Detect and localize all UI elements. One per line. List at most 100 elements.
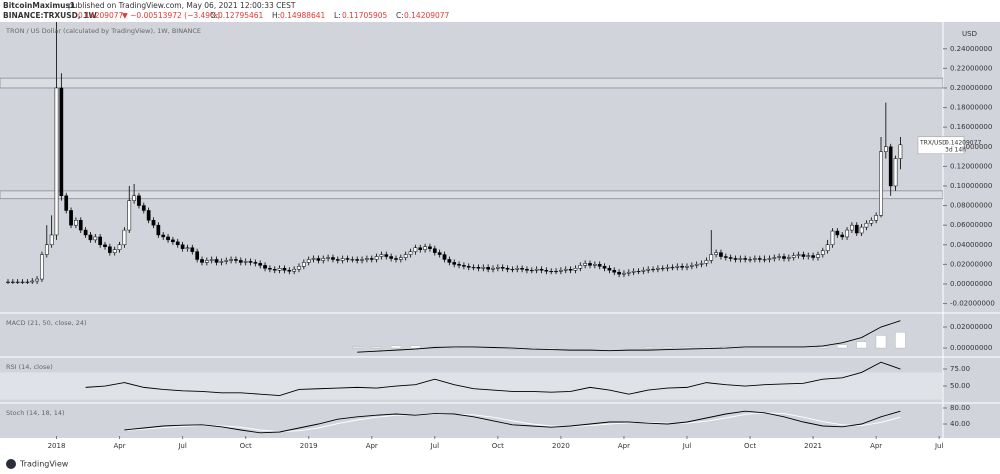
chart-background — [0, 22, 1000, 438]
candle-body — [617, 271, 621, 275]
candle-body — [40, 254, 44, 280]
candle-body — [103, 244, 107, 247]
candle-body — [442, 254, 447, 260]
x-tick-label: 2019 — [300, 442, 318, 450]
y-tick-label: -0.02000000 — [950, 300, 995, 308]
candle-body — [6, 281, 10, 283]
candle-body — [554, 270, 558, 273]
ohlc-label: C: — [396, 11, 404, 20]
candle-body — [636, 270, 641, 273]
candle-body — [127, 200, 132, 231]
candle-body — [646, 269, 651, 271]
y-tick-label: 75.00 — [950, 365, 970, 373]
y-tick-label: 0.12000000 — [950, 162, 992, 170]
candle-body — [93, 236, 98, 241]
candle-body — [714, 252, 718, 255]
candle-body — [753, 258, 757, 260]
candle-body — [651, 269, 655, 271]
candle-body — [403, 254, 408, 258]
last-price: 0.14209077 — [78, 11, 124, 20]
change: ▼ −0.00513972 (−3.49%) — [122, 11, 220, 20]
candle-body — [777, 256, 781, 258]
candle-body — [316, 258, 321, 261]
histogram-bar — [410, 345, 421, 349]
candle-body — [272, 269, 277, 271]
y-tick-label: 0.06000000 — [950, 221, 992, 229]
currency: USD — [962, 30, 977, 38]
candle-body — [481, 267, 486, 269]
candle-body — [869, 220, 874, 224]
candle-body — [263, 265, 267, 269]
histogram-bar — [371, 346, 382, 349]
candle-body — [559, 269, 563, 272]
x-tick-label: 2020 — [552, 442, 570, 450]
candle-body — [175, 241, 180, 246]
candle-body — [345, 258, 350, 260]
candle-body — [117, 244, 122, 250]
y-tick-label: 50.00 — [950, 382, 970, 390]
candle-body — [326, 257, 330, 259]
candle-body — [767, 258, 772, 260]
x-tick-label: 2021 — [804, 442, 822, 450]
histogram-bar — [352, 346, 363, 349]
candle-body — [78, 220, 83, 231]
candle-body — [379, 254, 384, 257]
y-tick-label: 0.02000000 — [950, 260, 992, 268]
y-tick-label: 0.02000000 — [950, 323, 992, 331]
candle-body — [311, 258, 316, 260]
candle-body — [428, 246, 432, 249]
candle-body — [161, 234, 166, 238]
candle-body — [49, 234, 54, 246]
indicator-line — [124, 412, 901, 433]
candle-body — [549, 270, 554, 273]
last-tag-box — [917, 136, 965, 155]
ohlc-value: 0.14209077 — [404, 11, 450, 20]
candle-body — [476, 267, 481, 269]
candle-body — [626, 271, 631, 274]
candle-body — [723, 256, 728, 258]
price-plot — [0, 22, 943, 284]
indicator-line — [124, 410, 901, 434]
candle-body — [728, 257, 733, 259]
ohlc-value: 0.14988641 — [280, 11, 326, 20]
candle-body — [631, 270, 636, 273]
y-tick-label: 0.18000000 — [950, 104, 992, 112]
candle-body — [195, 251, 200, 260]
zone — [0, 77, 943, 89]
brand: TradingView — [19, 460, 69, 469]
y-tick-label: 0.16000000 — [950, 123, 992, 131]
candle-body — [355, 259, 360, 261]
candle-body — [835, 230, 840, 236]
candle-body — [656, 268, 660, 270]
ohlc-value: 0.12795461 — [218, 11, 264, 20]
candle-body — [593, 264, 597, 266]
candle-body — [806, 255, 811, 257]
candle-body — [602, 266, 607, 269]
candle-body — [292, 269, 296, 272]
published: published on TradingView.com, May 06, 20… — [68, 1, 296, 10]
candle-body — [243, 261, 248, 263]
candle-body — [277, 268, 282, 271]
candle-body — [141, 205, 146, 211]
candle-body — [690, 265, 694, 267]
candle-body — [529, 269, 534, 272]
candle-body — [578, 265, 583, 269]
x-tick-label: Jul — [934, 442, 944, 450]
x-tick-label: Oct — [492, 442, 504, 450]
candle-body — [888, 146, 893, 187]
candle-body — [360, 259, 364, 261]
candle-body — [248, 261, 253, 263]
y-tick-label: 0.08000000 — [950, 202, 992, 210]
candle-body — [54, 87, 59, 236]
candle-body — [840, 234, 845, 238]
last-tag-price: 0.14209077 — [945, 139, 981, 146]
y-tick-label: 0.04000000 — [950, 241, 992, 249]
candle-body — [432, 248, 437, 253]
y-tick-label: 40.00 — [950, 420, 970, 428]
y-tick-label: 0.14000000 — [950, 143, 992, 151]
candle-body — [772, 257, 777, 259]
candle-body — [384, 254, 389, 257]
candle-body — [88, 234, 93, 241]
candle-body — [389, 256, 393, 259]
